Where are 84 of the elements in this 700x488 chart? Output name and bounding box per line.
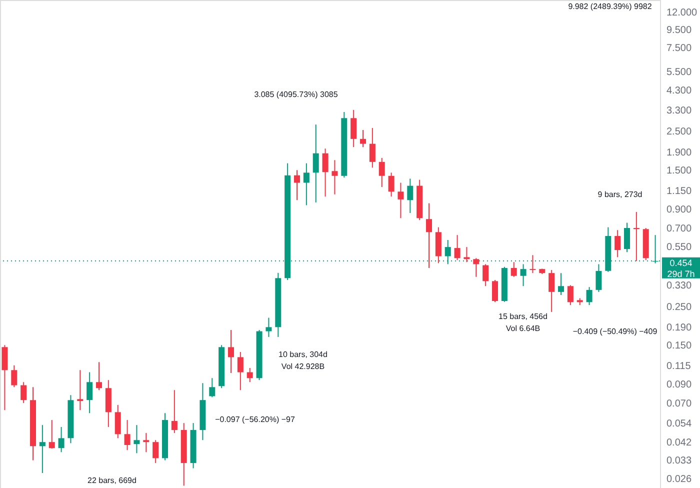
candlestick xyxy=(548,269,555,312)
candlestick xyxy=(520,264,526,287)
y-tick-label: 0.115 xyxy=(666,360,692,372)
y-tick-label: 0.054 xyxy=(666,418,692,430)
candlestick xyxy=(303,162,310,206)
y-tick-label: 0.700 xyxy=(666,224,692,235)
candlestick xyxy=(143,432,150,453)
candlestick xyxy=(464,246,470,263)
candlestick xyxy=(48,420,55,450)
y-tick-label: 0.042 xyxy=(666,437,692,448)
ref-line-label: 0.454 29d 7h xyxy=(667,258,695,279)
candlestick xyxy=(209,378,216,398)
y-tick-label: 0.090 xyxy=(666,379,692,390)
candlestick xyxy=(614,230,621,258)
y-tick-label: 0.150 xyxy=(666,340,692,352)
y-tick-label: 0.250 xyxy=(666,302,692,313)
candlestick xyxy=(294,170,300,201)
annotation: −0.097 (−56.20%) −97 xyxy=(215,415,296,424)
candlestick xyxy=(369,127,376,168)
y-tick-label: 0.190 xyxy=(666,322,692,334)
candlestick xyxy=(2,344,8,411)
candlestick xyxy=(407,178,414,214)
y-tick-label: 3.300 xyxy=(666,106,692,117)
candlestick xyxy=(398,182,404,219)
candlestick xyxy=(134,424,140,454)
candlestick xyxy=(633,212,640,262)
annotation: 22 bars, 669d xyxy=(88,476,136,485)
candlestick xyxy=(228,330,234,374)
candlestick xyxy=(624,222,630,253)
candlestick xyxy=(152,440,159,464)
annotation: 3.085 (4095.73%) 3085 xyxy=(254,90,338,99)
candlestick xyxy=(312,124,319,203)
y-tick-label: 0.033 xyxy=(666,456,692,467)
candlestick xyxy=(77,370,84,411)
candlestick xyxy=(124,420,130,451)
y-tick-label: 1.500 xyxy=(666,166,692,177)
candlestick xyxy=(426,202,432,268)
candlestick xyxy=(322,148,328,197)
candlestick xyxy=(558,272,564,296)
y-tick-label: 5.500 xyxy=(666,66,692,78)
candlestick xyxy=(39,424,46,474)
candlestick xyxy=(266,317,272,338)
candlestick xyxy=(388,172,394,197)
annotation: −0.409 (−50.49%) −409 xyxy=(572,327,658,336)
candlestick xyxy=(530,254,536,274)
candlestick xyxy=(350,109,357,148)
y-tick-label: 7.500 xyxy=(666,43,692,54)
candlestick xyxy=(454,234,460,261)
y-tick-label: 12.000 xyxy=(666,7,698,18)
y-tick-label: 0.026 xyxy=(666,474,692,485)
y-tick-label: 4.300 xyxy=(666,86,692,97)
candlestick xyxy=(246,368,253,383)
y-tick-label: 0.330 xyxy=(666,280,692,292)
annotation: 15 bars, 456d xyxy=(498,312,548,321)
candlestick xyxy=(473,258,480,278)
candlestick xyxy=(567,284,574,306)
candlestick xyxy=(20,382,27,404)
y-tick-label: 0.550 xyxy=(666,242,692,253)
candlestick xyxy=(360,130,366,148)
y-tick-label: 0.070 xyxy=(666,398,692,410)
candlestick xyxy=(482,264,489,287)
candlestick xyxy=(492,280,498,303)
candlestick xyxy=(11,364,18,388)
candlestick xyxy=(58,426,64,453)
candlestick xyxy=(86,372,93,414)
candlestick xyxy=(237,352,244,391)
y-tick-label: 0.900 xyxy=(666,204,692,216)
candlestick xyxy=(596,264,602,292)
y-tick-label: 1.900 xyxy=(666,148,692,159)
candlestick xyxy=(96,362,102,391)
candlestick xyxy=(332,160,338,195)
annotation: Vol 6.64B xyxy=(506,324,540,333)
y-tick-label: 2.500 xyxy=(666,126,692,138)
annotation: 9 bars, 273d xyxy=(598,190,642,199)
y-tick-label: 9.500 xyxy=(666,25,692,36)
candlestick xyxy=(114,404,121,439)
candlestick xyxy=(510,262,517,278)
candlestick xyxy=(171,390,178,434)
annotation: 10 bars, 304d xyxy=(278,350,328,359)
candlestick xyxy=(378,157,385,188)
candlestick xyxy=(586,286,592,306)
annotation: Vol 42.928B xyxy=(281,362,325,371)
annotation: 9.982 (2489.39%) 9982 xyxy=(568,2,652,11)
y-tick-label: 1.150 xyxy=(666,186,692,197)
